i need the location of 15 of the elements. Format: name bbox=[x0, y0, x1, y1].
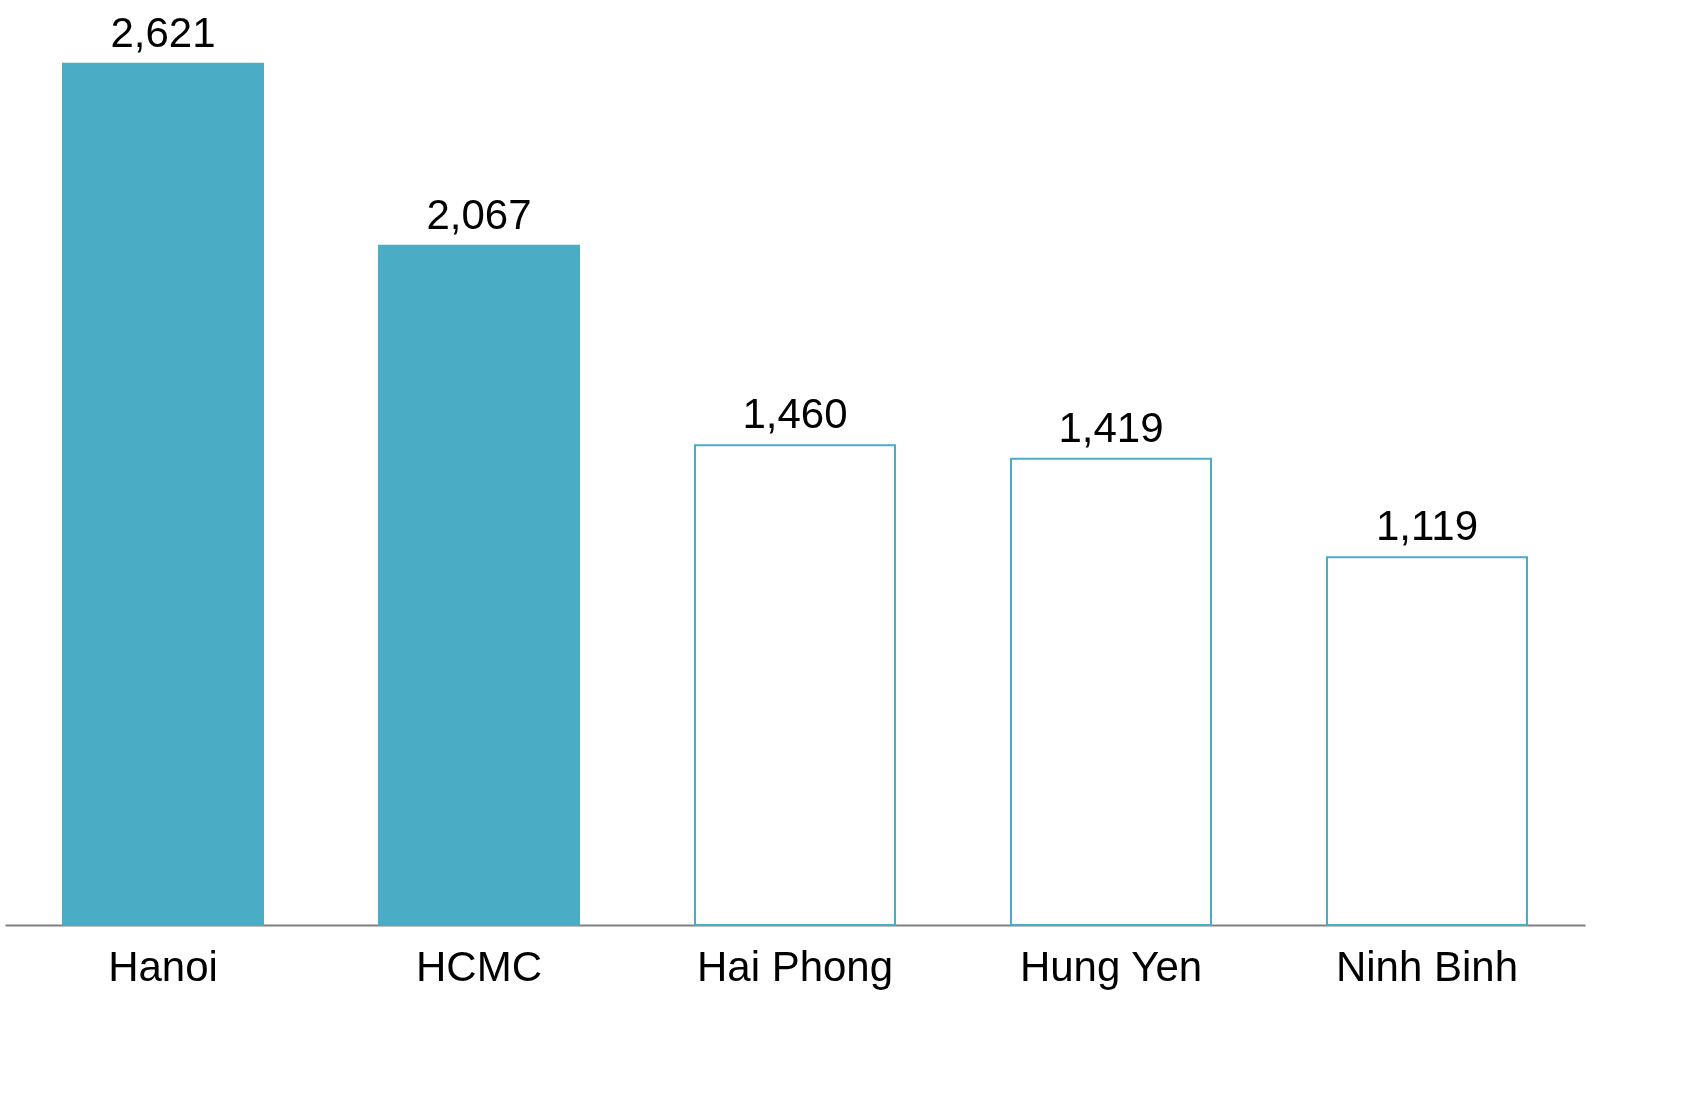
bar bbox=[378, 244, 580, 926]
x-tick-label: Hung Yen bbox=[1019, 942, 1203, 990]
bar bbox=[62, 62, 264, 926]
bar bbox=[694, 444, 896, 926]
x-tick-label: Ninh Binh bbox=[1335, 942, 1519, 990]
x-tick-label: Hanoi bbox=[108, 942, 218, 990]
x-tick-label: HCMC bbox=[416, 942, 542, 990]
bar bbox=[1010, 457, 1212, 926]
data-label: 2,621 bbox=[110, 8, 216, 56]
data-label: 1,460 bbox=[742, 390, 848, 438]
bar bbox=[1326, 556, 1528, 926]
data-label: 2,067 bbox=[426, 190, 532, 238]
x-tick-label: Hai Phong bbox=[696, 942, 894, 990]
data-label: 1,119 bbox=[1376, 502, 1478, 550]
data-label: 1,419 bbox=[1058, 403, 1164, 451]
